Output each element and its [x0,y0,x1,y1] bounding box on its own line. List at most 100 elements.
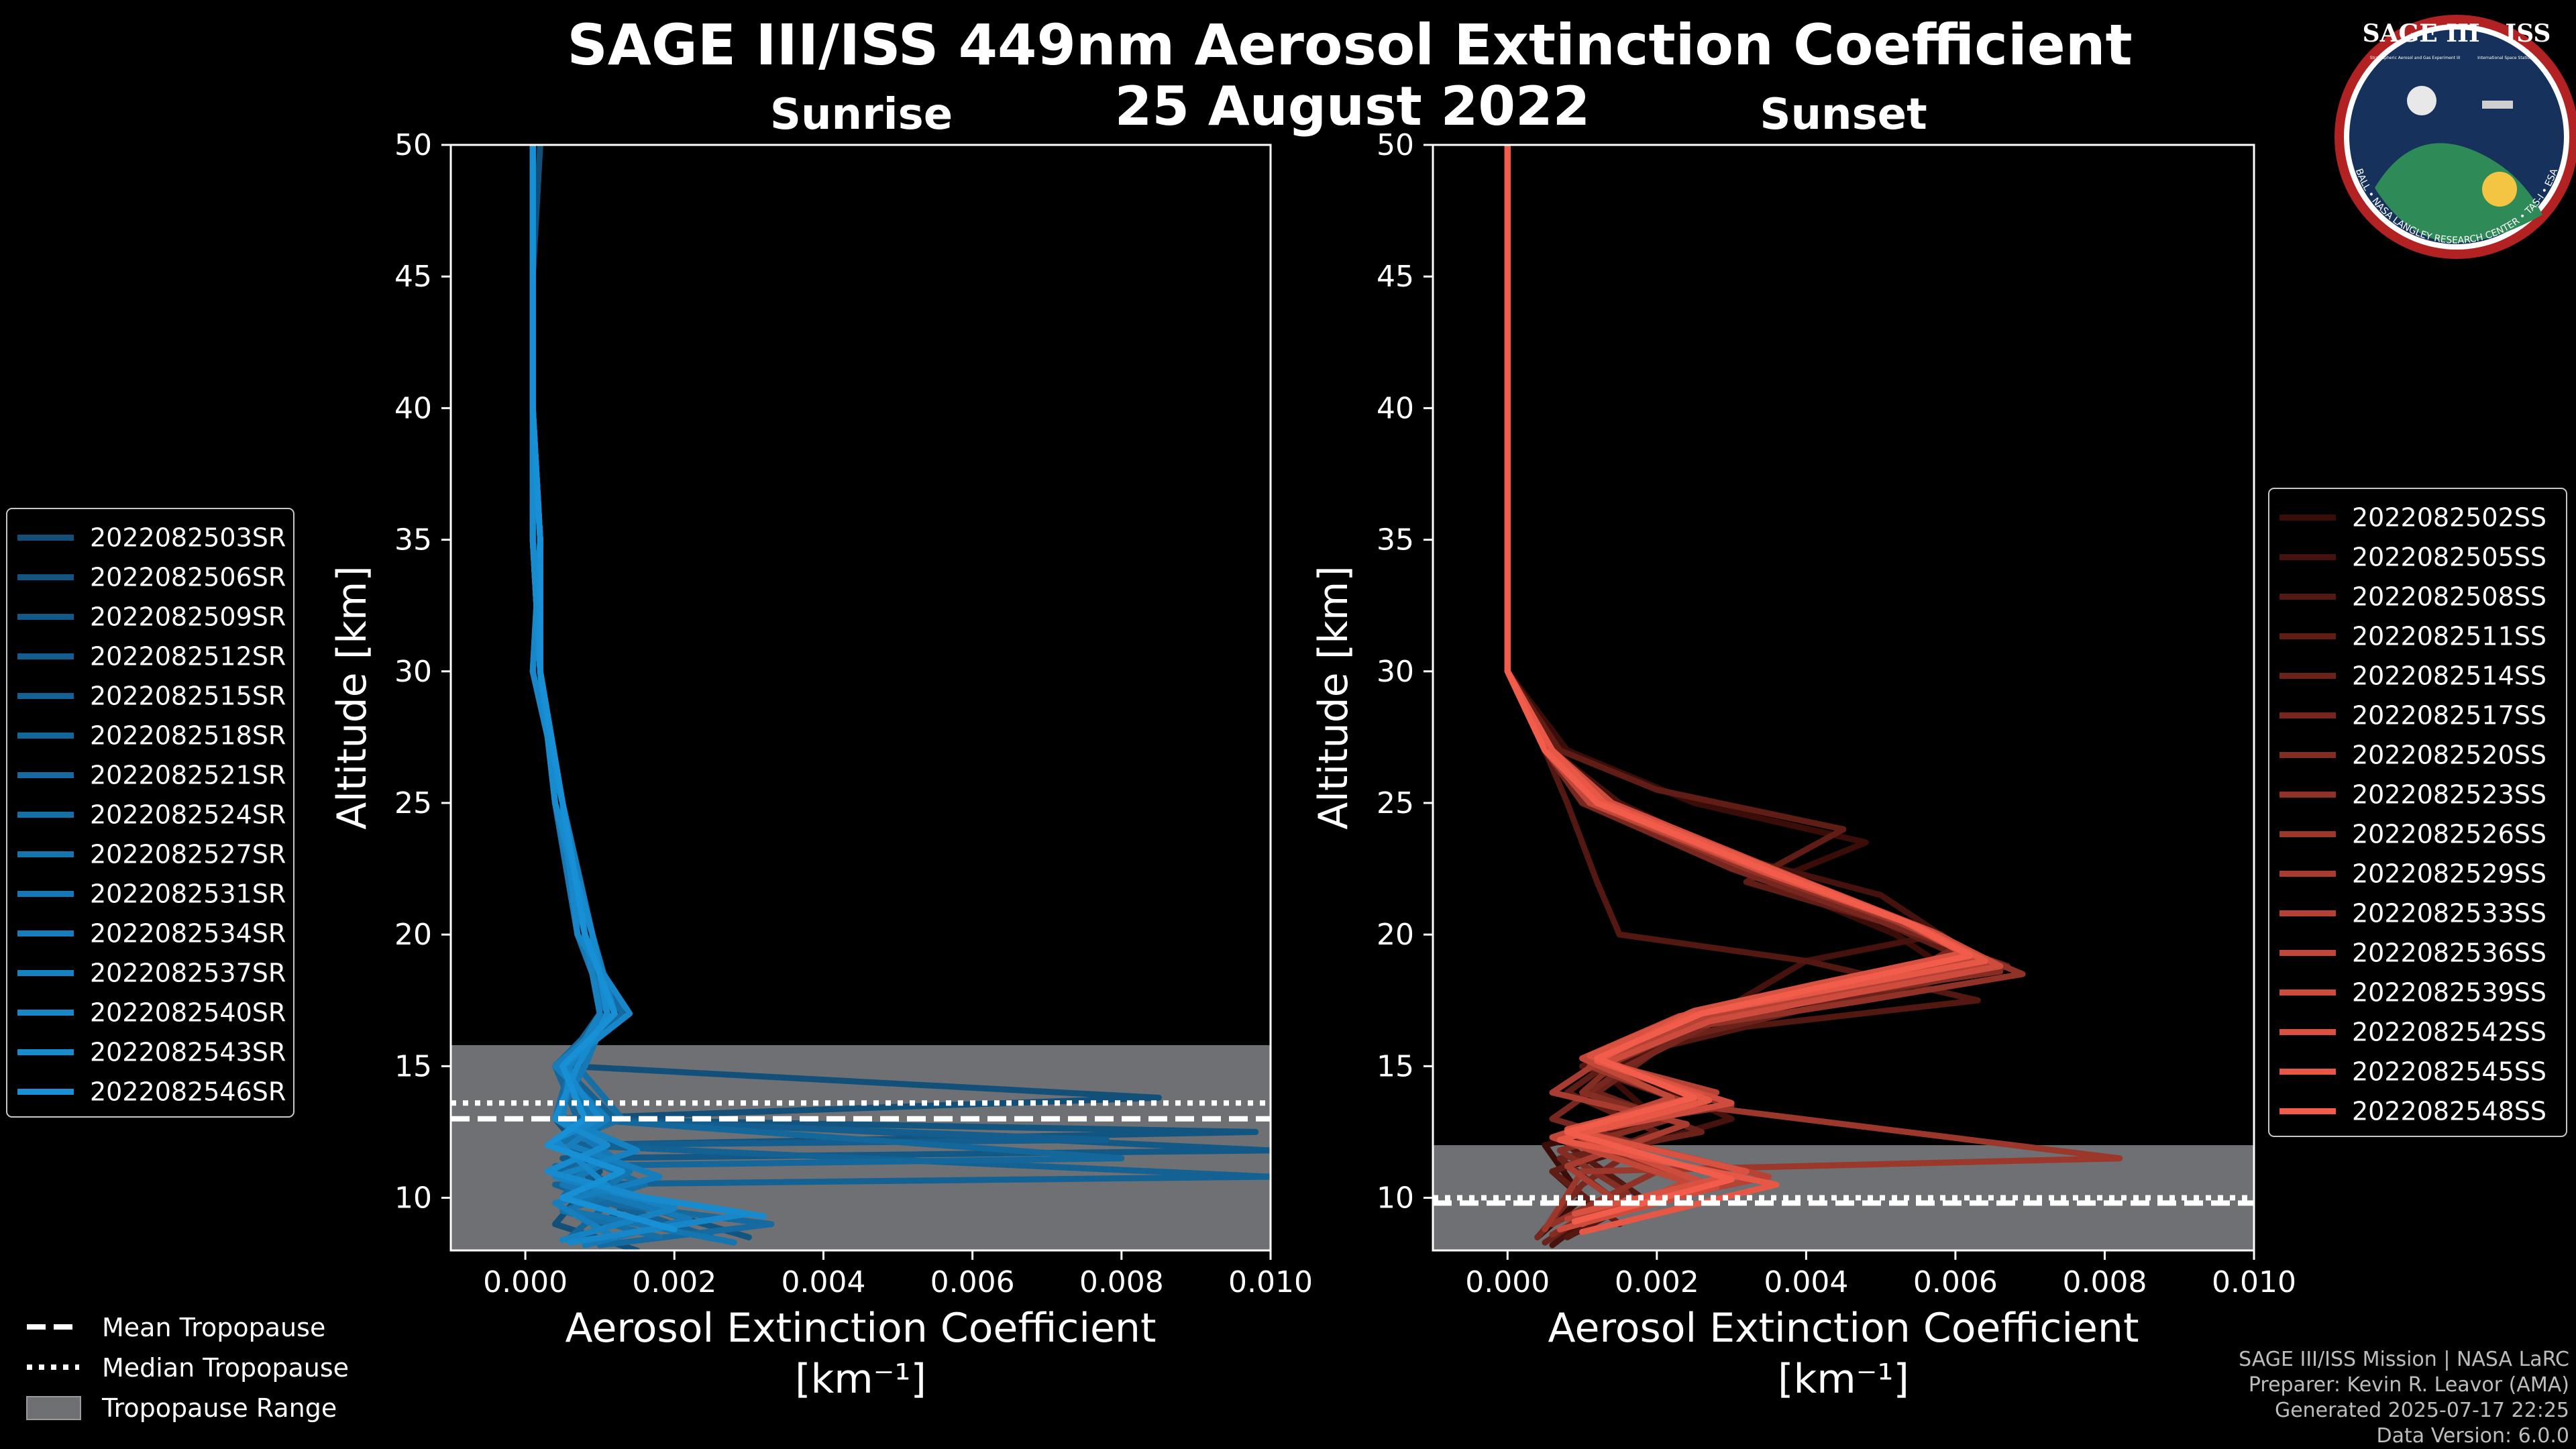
sunrise-ytick-label: 20 [394,918,432,952]
sunrise-xtick-label: 0.000 [483,1265,568,1299]
legend-entry-label: 2022082526SS [2352,820,2546,849]
sunrise-panel: 10 15 20 25 30 35 40 45 50 0.000 0.002 0.004 0.006 0.… [329,128,1313,1403]
sunrise-xlabel: Aerosol Extinction Coefficient [566,1305,1157,1352]
legend-entry-label: 2022082534SR [90,919,286,949]
sunset-axes-frame [1432,144,2255,1252]
logo-top-text: SAGE III · ISS [2363,19,2551,48]
sunset-xtick-label: 0.004 [1764,1265,1848,1299]
sunrise-xtick-label: 0.010 [1228,1265,1313,1299]
sunset-xlabel: Aerosol Extinction Coefficient [1548,1305,2139,1352]
legend-frame [2268,488,2567,1137]
legend-entry-label: 2022082508SS [2352,582,2546,612]
sunset-xtick-label: 0.000 [1465,1265,1550,1299]
sunset-series-line [1504,145,2011,1246]
legend-entry-label: 2022082527SR [90,840,286,869]
legend-entry-label: 2022082531SR [90,879,286,909]
sunset-ytick-label: 50 [1377,128,1414,162]
mean-tropopause-label: Mean Tropopause [102,1313,325,1342]
iss-icon [2482,101,2513,109]
sunrise-series-line [529,145,678,1233]
sunset-legend: 2022082502SS 2022082505SS 2022082508SS 2022… [2268,488,2567,1137]
logo-sub-right: International Space Station [2477,56,2532,60]
moon-icon [2407,86,2436,115]
sunset-ytick-label: 20 [1377,918,1414,952]
legend-entry-label: 2022082537SR [90,959,286,988]
sunrise-xlabel-units: [km⁻¹] [795,1356,926,1403]
sunrise-legend: 2022082503SR 2022082506SR 2022082509SR 2022… [6,508,294,1118]
legend-entry-label: 2022082529SS [2352,859,2546,889]
sunrise-axes-frame [449,144,1272,1252]
sunrise-ytick-label: 30 [394,655,432,689]
sunset-panel-title: Sunset [1760,90,1927,140]
sunset-xtick-label: 0.010 [2212,1265,2296,1299]
legend-entry-label: 2022082521SR [90,761,286,790]
legend-frame [6,508,294,1118]
legend-entry-label: 2022082515SR [90,682,286,711]
legend-entry-label: 2022082548SS [2352,1097,2546,1126]
legend-entry-label: 2022082524SR [90,800,286,830]
sunset-xtick-label: 0.006 [1913,1265,1998,1299]
sunset-ytick-label: 45 [1377,260,1414,294]
sunset-ytick-label: 30 [1377,655,1414,689]
sunset-xtick-label: 0.008 [2062,1265,2147,1299]
sunrise-ytick-label: 10 [394,1181,432,1216]
sunset-panel: 10 15 20 25 30 35 40 45 50 0.000 0.002 0.004 0.006 0.… [1310,128,2296,1403]
credits-block: SAGE III/ISS Mission | NASA LaRC Prepare… [2239,1348,2569,1448]
sunrise-xtick-label: 0.006 [930,1265,1015,1299]
credit-line: Preparer: Kevin R. Leavor (AMA) [2249,1373,2569,1397]
figure-title: SAGE III/ISS 449nm Aerosol Extinction Co… [567,12,2132,78]
sunset-series-lines [1504,145,2123,1248]
legend-entry-label: 2022082520SS [2352,741,2546,770]
legend-entry-label: 2022082503SR [90,523,286,553]
sunset-series-line [1504,145,1966,1217]
sunset-series-line [1504,145,1959,1240]
legend-entry-label: 2022082518SR [90,721,286,751]
sunrise-ylabel: Altitude [km] [329,566,376,830]
legend-entry-label: 2022082546SR [90,1077,286,1107]
sunset-series-line [1504,145,1974,1228]
sunset-ytick-label: 40 [1377,391,1414,425]
sunrise-ytick-label: 50 [394,128,432,162]
sunset-series-line [1504,145,1981,1228]
sunset-ytick-label: 15 [1377,1049,1414,1083]
sunrise-series-lines [529,145,1271,1250]
legend-entry-label: 2022082511SS [2352,622,2546,651]
sunrise-ytick-label: 35 [394,523,432,557]
legend-entry-label: 2022082509SR [90,602,286,632]
legend-entry-label: 2022082505SS [2352,543,2546,572]
sunrise-xtick-label: 0.002 [632,1265,716,1299]
sunrise-ytick-label: 25 [394,786,432,820]
legend-entry-label: 2022082545SS [2352,1057,2546,1087]
sage-iii-iss-logo: SAGE III · ISS Stratospheric Aerosol and… [2334,15,2576,259]
sunset-ytick-label: 10 [1377,1181,1414,1216]
legend-entry-label: 2022082539SS [2352,978,2546,1008]
sun-icon [2482,172,2517,207]
legend-entry-label: 2022082506SR [90,563,286,592]
tropopause-range-label: Tropopause Range [101,1393,337,1423]
legend-entry-label: 2022082540SR [90,998,286,1028]
legend-entry-label: 2022082543SR [90,1038,286,1067]
credit-line: SAGE III/ISS Mission | NASA LaRC [2239,1348,2569,1371]
sunset-series-line [1504,145,1974,1225]
legend-entry-label: 2022082542SS [2352,1018,2546,1047]
sunset-ytick-label: 25 [1377,786,1414,820]
sunset-xtick-label: 0.002 [1615,1265,1699,1299]
sunset-ylabel: Altitude [km] [1310,566,1357,830]
legend-entry-label: 2022082512SR [90,642,286,672]
sunrise-panel-title: Sunrise [770,90,953,140]
legend-entry-label: 2022082533SS [2352,899,2546,928]
legend-entry-label: 2022082517SS [2352,701,2546,731]
sunset-series-line [1504,145,1974,1212]
tropopause-legend: Mean Tropopause Median Tropopause Tropop… [26,1313,349,1423]
sunset-xlabel-units: [km⁻¹] [1778,1356,1909,1403]
credit-line: Data Version: 6.0.0 [2377,1424,2569,1448]
legend-entry-label: 2022082514SS [2352,661,2546,691]
sunrise-xtick-label: 0.008 [1079,1265,1164,1299]
sunrise-ytick-label: 45 [394,260,432,294]
median-tropopause-label: Median Tropopause [102,1353,349,1383]
sunset-ytick-label: 35 [1377,523,1414,557]
credit-line: Generated 2025-07-17 22:25 [2275,1399,2569,1422]
tropopause-range-swatch [26,1396,81,1420]
sunrise-ytick-label: 40 [394,391,432,425]
